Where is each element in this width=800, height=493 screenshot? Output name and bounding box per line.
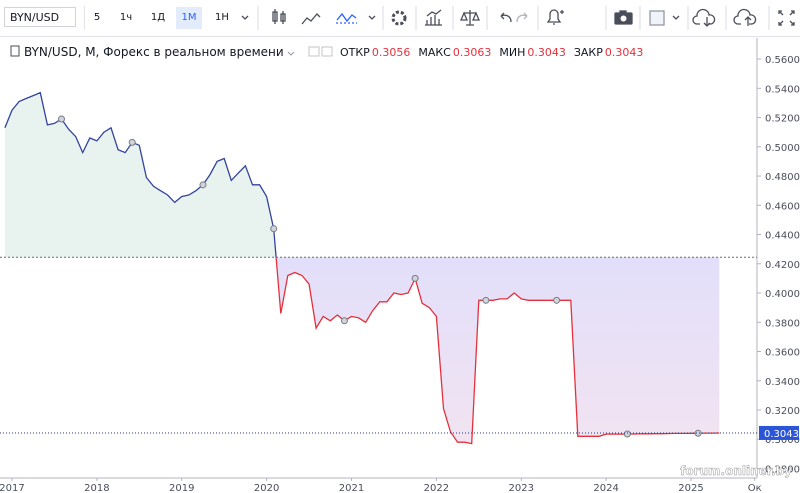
point-marker	[340, 317, 348, 325]
point-marker	[553, 296, 561, 304]
x-tick-label: Ок	[748, 483, 762, 493]
ohlc-value: 0.3043	[605, 46, 644, 59]
legend-collapse[interactable]	[10, 45, 20, 57]
y-tick-label: 0.5000	[765, 143, 800, 154]
legend: BYN/USD, M, Форекс в реальном времени ОТ…	[10, 45, 643, 59]
indicators-icon[interactable]	[425, 9, 442, 26]
x-tick-label: 2018	[84, 483, 109, 493]
ohlc-label: ОТКР	[340, 46, 370, 59]
ohlc-value: 0.3056	[372, 46, 411, 59]
dropdown-icon[interactable]	[241, 15, 249, 20]
y-tick-label: 0.3800	[765, 318, 800, 329]
dropdown-icon[interactable]	[672, 15, 680, 20]
x-tick-label: 2024	[593, 483, 618, 493]
candles-icon[interactable]	[272, 9, 286, 24]
dropdown-icon[interactable]	[287, 51, 295, 56]
ohlc-label: МАКС	[418, 46, 451, 59]
y-tick-label: 0.3400	[765, 377, 800, 388]
load-icon[interactable]	[692, 8, 716, 27]
x-tick-label: 2023	[509, 483, 534, 493]
point-marker	[623, 430, 631, 438]
y-tick-label: 0.5400	[765, 84, 800, 95]
separator	[84, 6, 85, 30]
y-tick-label: 0.4400	[765, 231, 800, 242]
interval-button[interactable]: 5	[93, 12, 101, 23]
redo-icon[interactable]	[516, 12, 528, 23]
save-icon[interactable]	[733, 8, 757, 26]
y-tick-label: 0.4200	[765, 260, 800, 271]
y-tick-label: 0.2800	[765, 464, 800, 475]
point-marker	[199, 181, 207, 189]
alert-icon[interactable]	[546, 9, 564, 25]
y-tick-label: 0.5200	[765, 114, 800, 125]
toolbar-icons	[241, 6, 795, 30]
fullscreen-icon[interactable]	[778, 10, 795, 26]
y-tick-label: 0.5600	[765, 55, 800, 66]
interval-button[interactable]: 1ч	[119, 12, 133, 23]
settings-icon[interactable]	[321, 46, 333, 57]
point-marker	[128, 138, 136, 146]
legend-title: BYN/USD, M, Форекс в реальном времени	[24, 45, 284, 59]
last-price-label: 0.3043	[764, 429, 799, 440]
y-tick-label: 0.4000	[765, 289, 800, 300]
dropdown-icon[interactable]	[368, 15, 376, 20]
toolbar: BYN/USD 5 1ч 1Д 1М 1Н	[0, 0, 800, 37]
area	[4, 92, 720, 444]
chart: 0.2800 0.3000 0.3200 0.3400 0.3600 0.3800 0.40…	[0, 38, 800, 493]
x-tick-label: 2019	[169, 483, 194, 493]
x-tick-label: 2021	[339, 483, 364, 493]
area-icon[interactable]	[301, 13, 321, 25]
ohlc-label: ЗАКР	[574, 46, 603, 59]
symbol-input[interactable]: BYN/USD	[4, 7, 76, 27]
ohlc-label: МИН	[499, 46, 525, 59]
baseline-icon[interactable]	[336, 12, 357, 23]
ohlc: ОТКР 0.3056 МАКС 0.3063 МИН 0.3043 ЗАКР 0.3043	[340, 46, 643, 59]
x-tick-label: 2022	[424, 483, 449, 493]
y-tick-label: 0.4600	[765, 201, 800, 212]
point-marker	[58, 115, 66, 123]
interval-button[interactable]: 1М	[176, 7, 202, 29]
snapshot-icon[interactable]	[614, 10, 633, 25]
compare-icon[interactable]	[460, 10, 480, 26]
x-tick-label: 2020	[254, 483, 279, 493]
ohlc-value: 0.3063	[453, 46, 492, 59]
interval-button[interactable]: 1Н	[215, 12, 229, 23]
y-tick-label: 0.3600	[765, 348, 800, 359]
ohlc-value: 0.3043	[527, 46, 566, 59]
point-marker	[694, 429, 702, 437]
x-tick-label: 2017	[0, 483, 25, 493]
settings-icon[interactable]	[391, 10, 407, 26]
y-tick-label: 0.4800	[765, 172, 800, 183]
point-marker	[411, 274, 419, 282]
y-tick-label: 0.3200	[765, 406, 800, 417]
plot: 0.2800 0.3000 0.3200 0.3400 0.3600 0.3800 0.40…	[0, 55, 800, 493]
last-price-box	[759, 425, 799, 440]
x-tick-label: 2025	[678, 483, 703, 493]
line	[4, 91, 720, 445]
layout-icon[interactable]	[649, 10, 665, 26]
point-marker	[482, 296, 490, 304]
interval-button[interactable]: 1Д	[150, 12, 166, 23]
watermark: forum.onliner.by	[680, 464, 792, 478]
undo-icon[interactable]	[500, 12, 512, 23]
y-tick-label: 0.3000	[765, 435, 800, 446]
point-marker	[270, 225, 278, 233]
eye-icon[interactable]	[308, 46, 320, 57]
